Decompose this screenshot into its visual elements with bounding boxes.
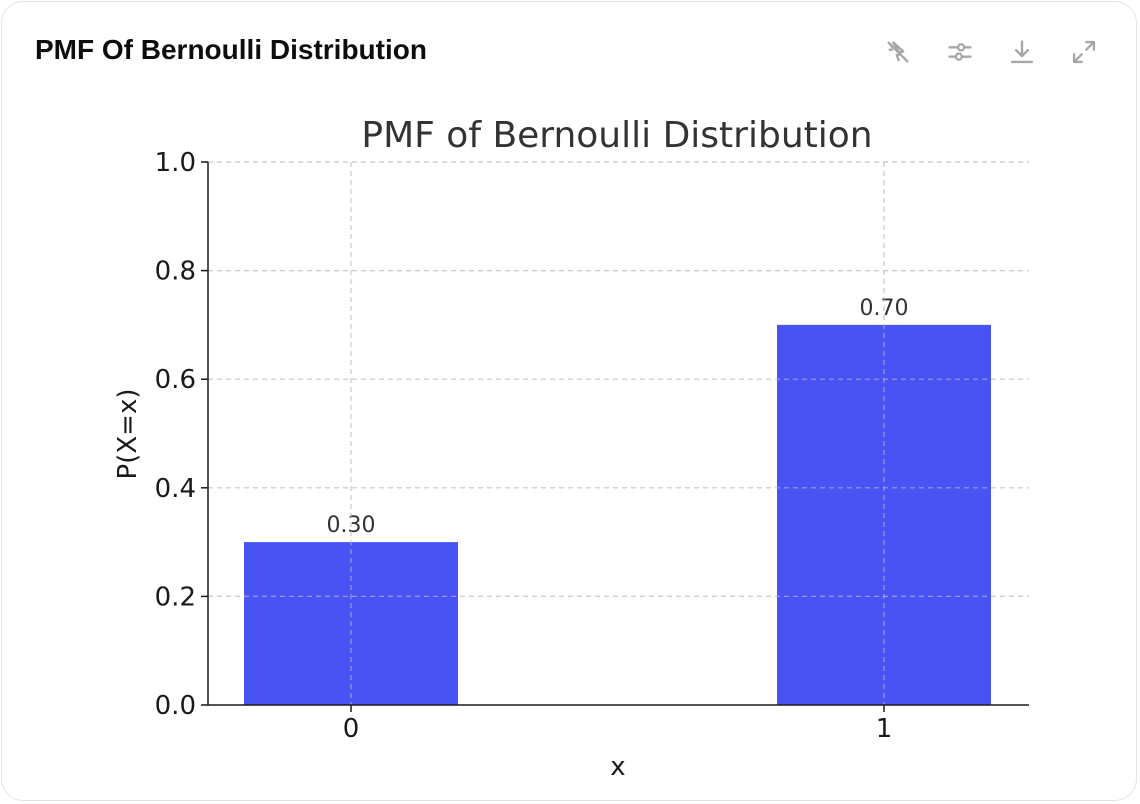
axis-layer: 0.0 0.2 0.4 0.6 0.8 1.0 0 1 xyxy=(155,148,1029,744)
y-tick-label: 0.2 xyxy=(155,582,196,612)
y-tick-label: 0.8 xyxy=(155,257,196,287)
settings-sliders-icon xyxy=(948,43,972,61)
download-icon xyxy=(1010,40,1034,64)
y-tick-label: 0.0 xyxy=(155,691,196,721)
download-button[interactable] xyxy=(1004,34,1040,70)
chart-settings-button[interactable] xyxy=(942,34,978,70)
interactive-off-icon xyxy=(887,41,909,63)
x-axis-label: x xyxy=(610,752,625,782)
expand-button[interactable] xyxy=(1066,34,1102,70)
chart-toolbar xyxy=(880,34,1102,70)
card-title: PMF Of Bernoulli Distribution xyxy=(35,34,427,65)
card-header: PMF Of Bernoulli Distribution xyxy=(2,2,1136,102)
x-tick-label: 1 xyxy=(876,714,893,744)
y-tick-label: 0.4 xyxy=(155,474,196,504)
interactive-toggle-button[interactable] xyxy=(880,34,916,70)
chart-title: PMF of Bernoulli Distribution xyxy=(361,115,872,156)
expand-icon xyxy=(1072,40,1096,64)
y-axis-label: P(X=x) xyxy=(113,389,143,480)
y-tick-label: 0.6 xyxy=(155,365,196,395)
bar-layer: 0.300.70 xyxy=(208,161,1029,705)
y-tick-label: 1.0 xyxy=(155,148,196,178)
x-tick-label: 0 xyxy=(343,714,360,744)
